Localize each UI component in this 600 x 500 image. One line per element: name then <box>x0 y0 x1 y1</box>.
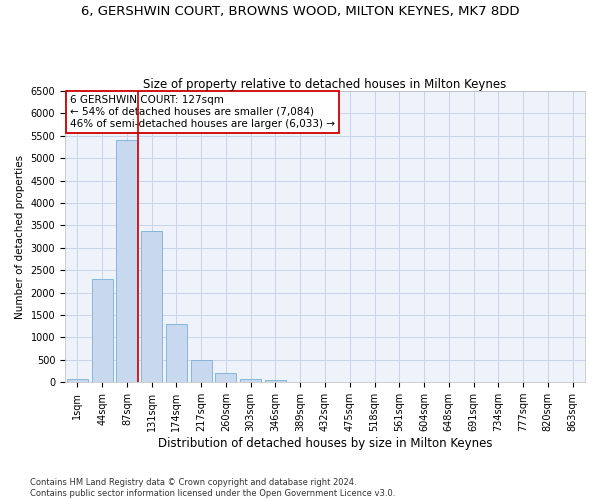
Y-axis label: Number of detached properties: Number of detached properties <box>15 154 25 318</box>
Bar <box>265 380 286 382</box>
Bar <box>240 378 261 382</box>
Title: Size of property relative to detached houses in Milton Keynes: Size of property relative to detached ho… <box>143 78 506 91</box>
Bar <box>166 324 187 382</box>
Text: 6 GERSHWIN COURT: 127sqm
← 54% of detached houses are smaller (7,084)
46% of sem: 6 GERSHWIN COURT: 127sqm ← 54% of detach… <box>70 96 335 128</box>
Bar <box>92 279 113 382</box>
Text: 6, GERSHWIN COURT, BROWNS WOOD, MILTON KEYNES, MK7 8DD: 6, GERSHWIN COURT, BROWNS WOOD, MILTON K… <box>81 5 519 18</box>
Bar <box>215 374 236 382</box>
Bar <box>191 360 212 382</box>
Bar <box>67 379 88 382</box>
X-axis label: Distribution of detached houses by size in Milton Keynes: Distribution of detached houses by size … <box>158 437 492 450</box>
Text: Contains HM Land Registry data © Crown copyright and database right 2024.
Contai: Contains HM Land Registry data © Crown c… <box>30 478 395 498</box>
Bar <box>116 140 137 382</box>
Bar <box>141 231 162 382</box>
